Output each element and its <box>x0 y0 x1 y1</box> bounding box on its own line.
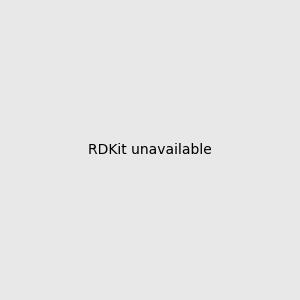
Text: RDKit unavailable: RDKit unavailable <box>88 143 212 157</box>
